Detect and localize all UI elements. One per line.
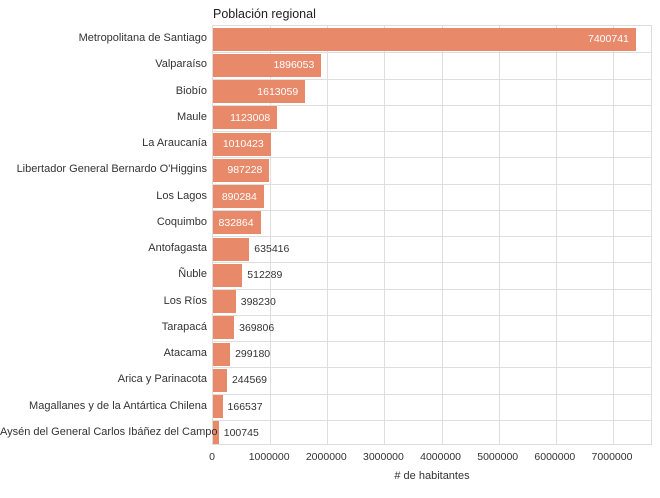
grid-line-horizontal — [213, 78, 651, 80]
category-label: Los Lagos — [156, 189, 207, 202]
category-label: Valparaíso — [155, 58, 207, 71]
x-tick-label: 7000000 — [591, 451, 633, 463]
bar-value-label: 890284 — [221, 190, 257, 203]
bar-value-label: 7400741 — [588, 33, 629, 46]
x-tick-label: 5000000 — [477, 451, 519, 463]
bar — [213, 290, 236, 314]
x-axis-title: # de habitantes — [394, 470, 470, 482]
grid-line-vertical — [270, 26, 272, 444]
grid-line-horizontal — [213, 209, 651, 211]
grid-line-vertical — [613, 26, 614, 444]
category-label: Ñuble — [178, 268, 207, 281]
grid-line-horizontal — [213, 288, 651, 290]
category-label: Biobío — [175, 84, 207, 97]
bar — [213, 316, 235, 340]
grid-line-horizontal — [213, 157, 651, 159]
category-label: Arica y Parinacota — [117, 373, 207, 386]
bar-value-label: 299180 — [235, 348, 271, 361]
category-label: La Araucanía — [142, 137, 207, 150]
bar: 987228 — [213, 158, 270, 182]
category-label: Atacama — [163, 347, 207, 360]
x-tick-label: 4000000 — [420, 451, 462, 463]
grid-line-horizontal — [213, 131, 651, 132]
grid-line-vertical — [327, 26, 329, 444]
grid-line-horizontal — [213, 393, 651, 395]
bar: 1123008 — [213, 106, 278, 130]
x-tick-label: 3000000 — [362, 451, 404, 463]
grid-line-horizontal — [213, 341, 651, 342]
bar: 7400741 — [213, 27, 636, 51]
grid-line-horizontal — [213, 236, 651, 237]
category-label: Coquimbo — [156, 215, 207, 228]
bar: 1613059 — [213, 80, 306, 104]
bar-value-label: 832864 — [218, 216, 254, 229]
category-label: Tarapacá — [161, 320, 207, 333]
category-label: Magallanes y de la Antártica Chilena — [29, 399, 207, 412]
bar-value-label: 512289 — [247, 269, 283, 282]
grid-line-horizontal — [213, 104, 651, 106]
bar: 1896053 — [213, 53, 322, 77]
plot-area: 7400741 1896053 1613059 1123008 1010423 98722… — [212, 25, 652, 445]
bar: 890284 — [213, 185, 264, 209]
x-tick-label: 2000000 — [305, 451, 347, 463]
bar-value-label: 244569 — [231, 374, 268, 387]
category-label: Antofagasta — [148, 242, 207, 255]
grid-line-vertical — [555, 26, 557, 444]
grid-line-vertical — [441, 26, 443, 444]
category-label: Maule — [177, 110, 207, 123]
bar-value-label: 100745 — [223, 426, 259, 439]
bar-value-label: 1123008 — [230, 111, 271, 124]
bar-value-label: 987228 — [227, 164, 263, 177]
grid-line-horizontal — [213, 314, 651, 316]
bar: 832864 — [213, 211, 261, 235]
x-axis-ticks: 0 1000000 2000000 3000000 4000000 5000000 6000… — [209, 451, 652, 465]
category-label: Los Ríos — [163, 294, 207, 307]
x-tick-label: 6000000 — [534, 451, 576, 463]
bar — [213, 368, 227, 392]
grid-line-horizontal — [213, 262, 651, 264]
bar-value-label: 1613059 — [257, 85, 299, 98]
category-label: Metropolitana de Santiago — [78, 32, 207, 45]
bar — [213, 237, 250, 261]
bar-value-label: 1010423 — [222, 138, 264, 151]
bar — [213, 263, 243, 287]
bar-value-label: 635416 — [254, 243, 290, 256]
grid-line-horizontal — [213, 183, 651, 185]
y-axis-labels: Metropolitana de Santiago Valparaíso Biobí… — [0, 25, 218, 445]
grid-line-horizontal — [213, 367, 651, 369]
bar-value-label: 398230 — [240, 295, 276, 308]
grid-line-horizontal — [213, 52, 651, 54]
bar-value-label: 1896053 — [273, 59, 315, 72]
bar — [213, 395, 223, 419]
grid-line-vertical — [498, 26, 500, 444]
x-tick-label: 1000000 — [248, 451, 290, 463]
grid-line-vertical — [384, 26, 386, 444]
bar: 1010423 — [213, 132, 271, 156]
category-label: Libertador General Bernardo O'Higgins — [16, 163, 207, 176]
bar-value-label: 166537 — [227, 400, 263, 413]
bar-value-label: 369806 — [239, 321, 275, 334]
bar — [213, 342, 231, 366]
category-label: Aysén del General Carlos Ibáñez del Camp… — [0, 425, 218, 438]
bar — [213, 421, 219, 445]
grid-line-horizontal — [213, 419, 651, 421]
chart-title: Población regional — [213, 7, 316, 21]
x-tick-label: 0 — [209, 451, 215, 463]
